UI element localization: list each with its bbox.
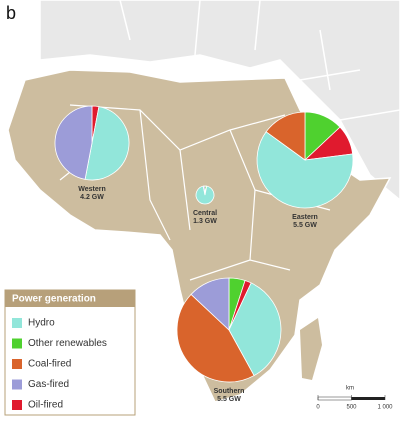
legend: Power generation Hydro Other renewables Co…: [4, 289, 136, 416]
legend-swatch: [12, 338, 22, 349]
madagascar: [300, 318, 322, 380]
legend-label: Other renewables: [28, 338, 107, 349]
pie-slice: [256, 131, 354, 209]
pie-slice: [190, 277, 230, 331]
legend-label: Hydro: [28, 318, 55, 329]
scale-tick-label: 500: [346, 405, 357, 411]
legend-header: [5, 290, 135, 307]
panel-label: b: [6, 3, 16, 23]
scale-bar: km 0 500 1 000: [316, 386, 393, 411]
legend-swatch: [12, 359, 22, 369]
pie-slice: [176, 293, 255, 383]
surrounding-land: [39, 0, 400, 201]
region-name: Southern: [214, 388, 245, 395]
country-borders: [119, 0, 400, 121]
pie-slice: [54, 105, 93, 180]
legend-label: Oil-fired: [28, 400, 63, 411]
scale-bar-dark: [351, 397, 385, 400]
pie-slice: [228, 282, 282, 377]
legend-box: [4, 289, 136, 416]
region-capacity: 5.5 GW: [217, 396, 241, 403]
legend-label: Coal-fired: [28, 359, 71, 370]
scale-tick-label: 0: [316, 405, 320, 411]
pie-slice: [202, 185, 206, 196]
legend-swatch: [12, 379, 22, 390]
scale-bar-light: [317, 396, 352, 401]
legend-swatch: [12, 318, 22, 328]
region-name: Central: [193, 210, 217, 217]
region-capacity: 4.2 GW: [80, 194, 104, 201]
pie-slice: [265, 111, 306, 161]
legend-label: Gas-fired: [28, 379, 69, 390]
region-name: Eastern: [292, 214, 318, 221]
legend-swatch: [12, 400, 22, 410]
pie-slice: [84, 106, 130, 181]
region-capacity: 1.3 GW: [193, 218, 217, 225]
scale-unit: km: [346, 386, 354, 392]
region-name: Western: [78, 186, 106, 193]
region-capacity: 5.5 GW: [293, 222, 317, 229]
scale-tick-label: 1 000: [377, 405, 393, 411]
pie-slice: [195, 185, 215, 205]
legend-title: Power generation: [12, 294, 96, 305]
